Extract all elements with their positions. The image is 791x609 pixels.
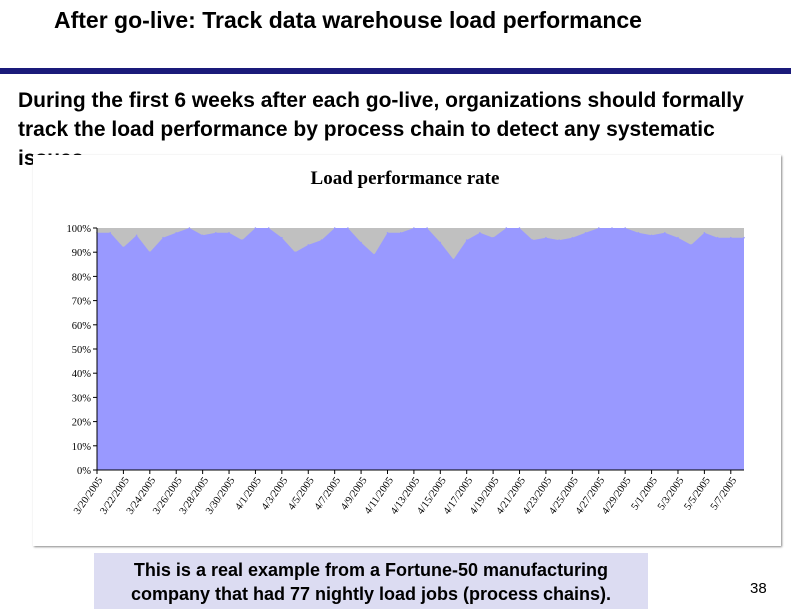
chart-title: Load performance rate xyxy=(311,168,500,189)
data-point xyxy=(228,232,230,234)
data-point xyxy=(241,239,243,241)
data-point xyxy=(584,232,587,234)
data-point xyxy=(426,227,428,229)
data-point xyxy=(531,239,534,241)
data-point xyxy=(716,236,719,239)
page-number: 38 xyxy=(750,580,767,597)
data-point xyxy=(109,232,111,234)
data-point xyxy=(307,244,310,246)
data-point xyxy=(294,251,296,253)
y-tick-label: 90% xyxy=(72,248,92,259)
data-point xyxy=(690,244,692,246)
y-tick-label: 80% xyxy=(72,272,92,283)
y-tick-label: 20% xyxy=(72,418,92,429)
data-point xyxy=(162,236,164,239)
data-point xyxy=(545,236,547,239)
data-point xyxy=(677,236,679,239)
data-point xyxy=(215,232,217,234)
data-point xyxy=(254,227,257,229)
y-tick-label: 0% xyxy=(77,466,91,477)
data-point xyxy=(518,227,521,229)
y-tick-label: 50% xyxy=(72,345,92,356)
data-point xyxy=(505,227,508,229)
y-tick-label: 30% xyxy=(72,393,92,404)
data-point xyxy=(452,258,455,261)
data-point xyxy=(611,227,613,229)
data-point xyxy=(373,253,376,256)
data-point xyxy=(320,239,323,241)
data-point xyxy=(598,227,600,229)
data-point xyxy=(135,234,138,237)
data-point xyxy=(439,241,442,244)
x-tick-label: 5/7/2005 xyxy=(709,475,739,512)
data-point xyxy=(399,232,402,234)
y-tick-label: 40% xyxy=(72,369,92,380)
data-point xyxy=(386,232,389,234)
data-point xyxy=(267,227,270,229)
data-point xyxy=(333,227,336,229)
data-point xyxy=(347,227,349,229)
data-point xyxy=(360,241,362,244)
y-tick-label: 60% xyxy=(72,321,92,332)
data-point xyxy=(650,234,653,237)
data-point xyxy=(149,251,151,253)
data-point xyxy=(664,232,666,234)
data-point xyxy=(479,232,481,234)
data-point xyxy=(175,232,177,234)
series-area-load-rate xyxy=(97,228,744,470)
data-point xyxy=(201,234,204,237)
data-point xyxy=(637,232,640,234)
data-point xyxy=(465,239,468,241)
data-point xyxy=(281,236,283,239)
title-rule xyxy=(0,68,791,74)
y-tick-label: 10% xyxy=(72,442,92,453)
data-point xyxy=(188,227,191,229)
data-point xyxy=(730,236,732,239)
chart-panel: Load performance rate 0% 10% 20% 30% 40% 50% 6… xyxy=(33,155,781,546)
y-tick-label: 100% xyxy=(67,224,92,235)
y-tick-label: 70% xyxy=(72,297,92,308)
data-point xyxy=(413,227,415,229)
data-point xyxy=(571,236,574,239)
data-point xyxy=(492,236,494,239)
data-point xyxy=(743,236,745,239)
data-point xyxy=(122,246,125,249)
data-point xyxy=(703,232,706,234)
load-performance-chart: Load performance rate 0% 10% 20% 30% 40% 50% 6… xyxy=(67,168,745,517)
slide-title: After go-live: Track data warehouse load… xyxy=(54,7,642,33)
caption-box: This is a real example from a Fortune-50… xyxy=(94,553,648,609)
data-point xyxy=(558,239,560,241)
data-point xyxy=(624,227,626,229)
